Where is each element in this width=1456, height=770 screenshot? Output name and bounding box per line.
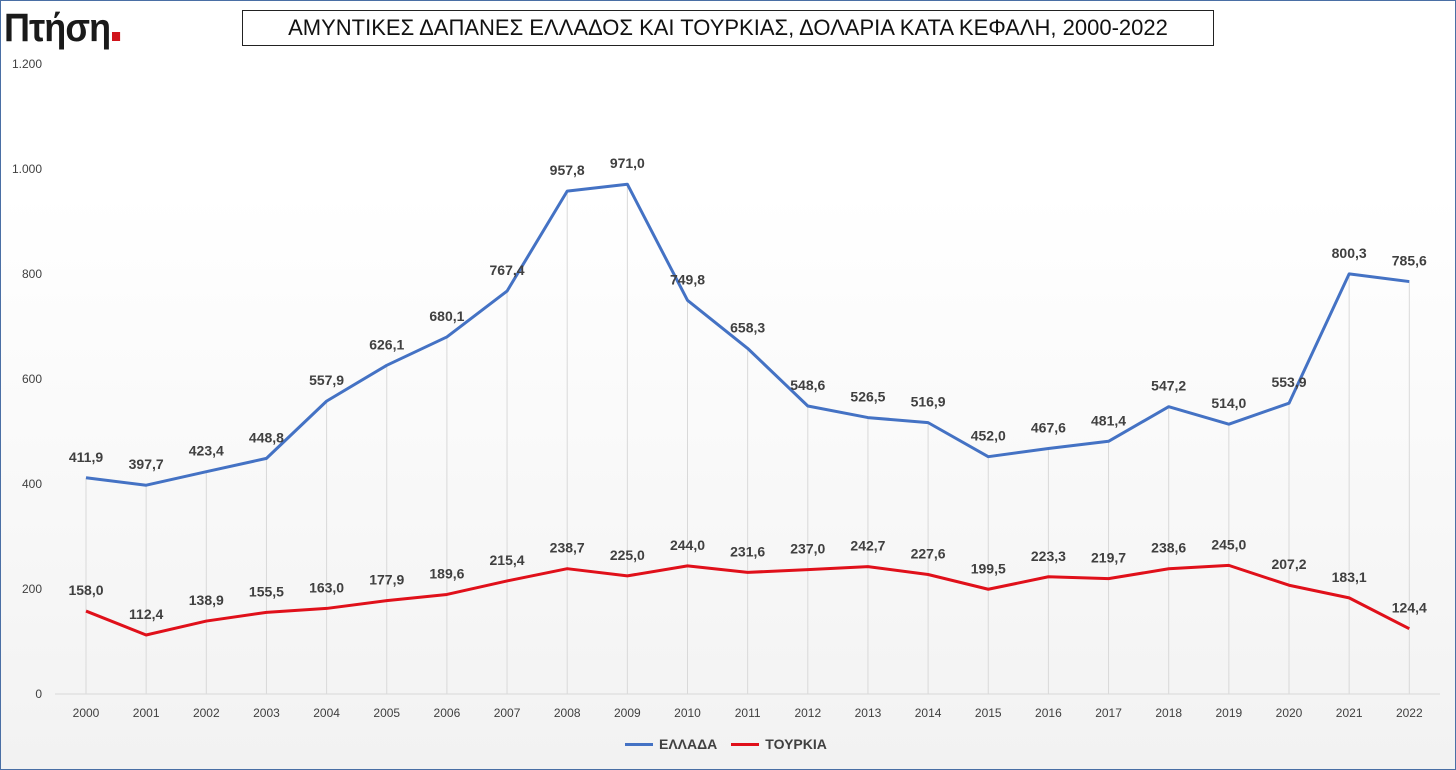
x-tick-label: 2018 <box>1155 706 1182 720</box>
data-label: 658,3 <box>730 319 765 335</box>
x-tick-label: 2016 <box>1035 706 1062 720</box>
data-label: 163,0 <box>309 579 344 595</box>
data-label: 767,4 <box>490 262 525 278</box>
data-label: 749,8 <box>670 271 705 287</box>
data-label: 785,6 <box>1392 253 1427 269</box>
y-tick-label: 200 <box>22 582 42 596</box>
legend-item-turkey: ΤΟΥΡΚΙΑ <box>731 736 827 752</box>
x-tick-label: 2003 <box>253 706 280 720</box>
data-label: 423,4 <box>189 443 224 459</box>
data-label: 199,5 <box>971 560 1006 576</box>
line-chart: 0 200 400 600 800 1.000 1.200 2000 2001 2002 2003 2… <box>12 57 1440 720</box>
data-label: 177,9 <box>369 572 404 588</box>
data-label: 557,9 <box>309 372 344 388</box>
x-tick-label: 2015 <box>975 706 1002 720</box>
data-label: 516,9 <box>911 394 946 410</box>
x-tick-label: 2013 <box>855 706 882 720</box>
series-line-turkey <box>85 563 1410 637</box>
x-tick-label: 2001 <box>133 706 160 720</box>
data-label: 231,6 <box>730 543 765 559</box>
data-label: 227,6 <box>911 546 946 562</box>
y-tick-label: 1.200 <box>12 57 42 71</box>
x-tick-label: 2017 <box>1095 706 1122 720</box>
data-label: 680,1 <box>429 308 464 324</box>
data-label: 467,6 <box>1031 420 1066 436</box>
data-label: 411,9 <box>69 449 103 465</box>
legend-swatch-turkey <box>731 742 760 746</box>
data-label: 626,1 <box>369 336 404 352</box>
logo: Πτήση <box>4 6 121 51</box>
data-label: 481,4 <box>1091 412 1126 428</box>
data-label: 138,9 <box>189 592 224 608</box>
x-tick-label: 2007 <box>494 706 521 720</box>
y-tick-label: 1.000 <box>12 162 42 176</box>
data-label: 244,0 <box>670 537 705 553</box>
data-label: 526,5 <box>850 389 885 405</box>
chart-title-box: ΑΜΥΝΤΙΚΕΣ ΔΑΠΑΝΕΣ ΕΛΛΑΔΟΣ ΚΑΙ ΤΟΥΡΚΙΑΣ, … <box>242 10 1214 46</box>
legend-swatch-greece <box>625 742 653 746</box>
data-label: 158,0 <box>68 582 103 598</box>
x-tick-label: 2020 <box>1276 706 1303 720</box>
x-tick-label: 2000 <box>73 706 100 720</box>
data-label: 215,4 <box>490 552 525 568</box>
chart-title: ΑΜΥΝΤΙΚΕΣ ΔΑΠΑΝΕΣ ΕΛΛΑΔΟΣ ΚΑΙ ΤΟΥΡΚΙΑΣ, … <box>288 15 1168 40</box>
data-label: 238,6 <box>1151 540 1186 556</box>
data-label: 238,7 <box>550 540 585 556</box>
y-tick-label: 600 <box>22 372 42 386</box>
x-tick-label: 2004 <box>313 706 340 720</box>
x-tick-label: 2014 <box>915 706 942 720</box>
x-tick-label: 2012 <box>794 706 821 720</box>
x-tick-label: 2005 <box>373 706 400 720</box>
x-tick-label: 2009 <box>614 706 641 720</box>
y-tick-label: 0 <box>35 687 42 701</box>
legend: ΕΛΛΑΔΑ ΤΟΥΡΚΙΑ <box>625 736 827 752</box>
data-label: 225,0 <box>610 547 645 563</box>
legend-label-greece: ΕΛΛΑΔΑ <box>659 736 718 752</box>
legend-item-greece: ΕΛΛΑΔΑ <box>625 736 717 752</box>
x-tick-label: 2022 <box>1396 706 1423 720</box>
data-label: 189,6 <box>429 565 464 581</box>
data-label: 547,2 <box>1151 378 1186 394</box>
y-tick-label: 400 <box>22 477 42 491</box>
logo-text: Πτήση <box>4 6 111 50</box>
data-label: 183,1 <box>1332 569 1367 585</box>
data-label: 245,0 <box>1211 536 1246 552</box>
data-label: 237,0 <box>790 541 825 557</box>
data-label: 219,7 <box>1091 550 1126 566</box>
y-tick-label: 800 <box>22 267 42 281</box>
legend-label-turkey: ΤΟΥΡΚΙΑ <box>765 736 827 752</box>
series-line-greece <box>85 182 1410 487</box>
x-tick-label: 2002 <box>193 706 220 720</box>
data-label: 800,3 <box>1332 245 1367 261</box>
data-label: 971,0 <box>610 155 645 171</box>
x-tick-label: 2011 <box>735 706 761 720</box>
data-label: 553,9 <box>1271 374 1306 390</box>
x-tick-label: 2021 <box>1336 706 1363 720</box>
data-label: 548,6 <box>790 377 825 393</box>
data-label: 397,7 <box>129 456 164 472</box>
x-tick-label: 2006 <box>434 706 461 720</box>
data-label: 452,0 <box>971 428 1006 444</box>
x-tick-label: 2019 <box>1215 706 1242 720</box>
data-label: 242,7 <box>850 538 885 554</box>
x-tick-label: 2010 <box>674 706 701 720</box>
x-tick-label: 2008 <box>554 706 581 720</box>
data-label: 223,3 <box>1031 548 1066 564</box>
data-label: 155,5 <box>249 583 284 599</box>
data-label: 112,4 <box>129 606 163 622</box>
data-label: 957,8 <box>550 162 585 178</box>
data-label: 448,8 <box>249 429 284 445</box>
data-label: 124,4 <box>1392 600 1427 616</box>
data-label: 207,2 <box>1271 556 1306 572</box>
data-label: 514,0 <box>1211 395 1246 411</box>
logo-dot <box>111 32 121 41</box>
